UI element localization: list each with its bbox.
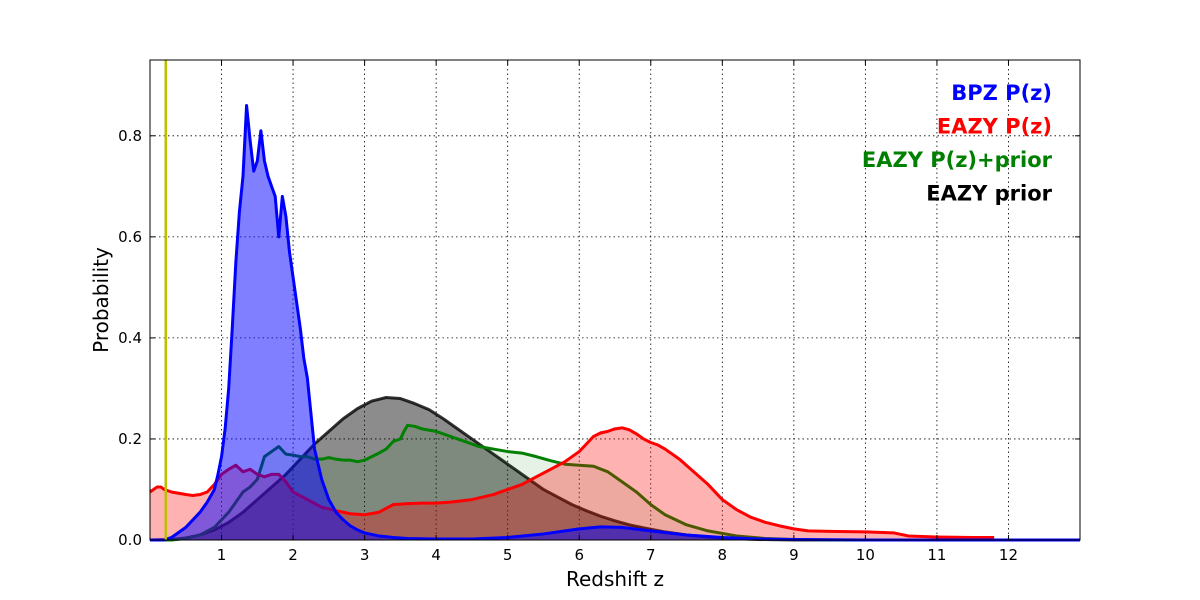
legend-entry: EAZY P(z) bbox=[937, 115, 1052, 139]
x-tick-label: 2 bbox=[288, 546, 298, 564]
x-tick-label: 3 bbox=[360, 546, 370, 564]
legend-entry: BPZ P(z) bbox=[951, 81, 1052, 105]
series-layer bbox=[149, 103, 1080, 542]
y-tick-label: 0.4 bbox=[118, 329, 142, 347]
x-tick-label: 10 bbox=[856, 546, 875, 564]
y-tick-label: 0.6 bbox=[118, 228, 142, 246]
x-tick-label: 7 bbox=[646, 546, 656, 564]
x-tick-label: 4 bbox=[431, 546, 441, 564]
y-tick-label: 0.0 bbox=[118, 531, 142, 549]
bpz-p-z-line bbox=[150, 103, 1080, 542]
legend: BPZ P(z) EAZY P(z) EAZY P(z)+prior EAZY pri… bbox=[862, 81, 1053, 206]
x-tick-label: 1 bbox=[217, 546, 227, 564]
x-axis-label: Redshift z bbox=[566, 567, 664, 591]
x-tick-label: 11 bbox=[927, 546, 946, 564]
x-tick-label: 12 bbox=[999, 546, 1018, 564]
x-tick-label: 9 bbox=[789, 546, 799, 564]
legend-entry: EAZY P(z)+prior bbox=[862, 148, 1053, 172]
bpz-p-z-area bbox=[150, 105, 1080, 540]
eazy-p-z-area bbox=[150, 427, 995, 540]
grid bbox=[150, 60, 1080, 540]
axis-ticks: 1 2 3 4 5 6 7 8 9 10 11 120.00.20.40.60.8 bbox=[118, 60, 1080, 564]
x-tick-label: 6 bbox=[574, 546, 584, 564]
legend-entry: EAZY prior bbox=[926, 182, 1052, 206]
x-tick-label: 8 bbox=[718, 546, 728, 564]
y-axis-label: Probability bbox=[89, 247, 113, 353]
y-tick-label: 0.2 bbox=[118, 430, 142, 448]
plot-frame bbox=[149, 59, 1081, 541]
x-tick-label: 5 bbox=[503, 546, 513, 564]
y-tick-label: 0.8 bbox=[118, 127, 142, 145]
